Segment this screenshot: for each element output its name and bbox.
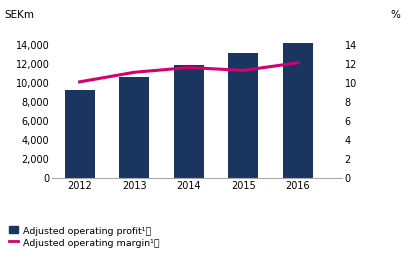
Legend: Adjusted operating profit¹⧧, Adjusted operating margin¹⧧: Adjusted operating profit¹⧧, Adjusted op… xyxy=(9,226,159,247)
Bar xyxy=(228,54,258,178)
Bar xyxy=(65,90,94,178)
Bar xyxy=(173,66,203,178)
Text: SEKm: SEKm xyxy=(4,10,34,20)
Bar xyxy=(282,43,312,178)
Bar xyxy=(119,78,149,178)
Text: %: % xyxy=(389,10,399,20)
